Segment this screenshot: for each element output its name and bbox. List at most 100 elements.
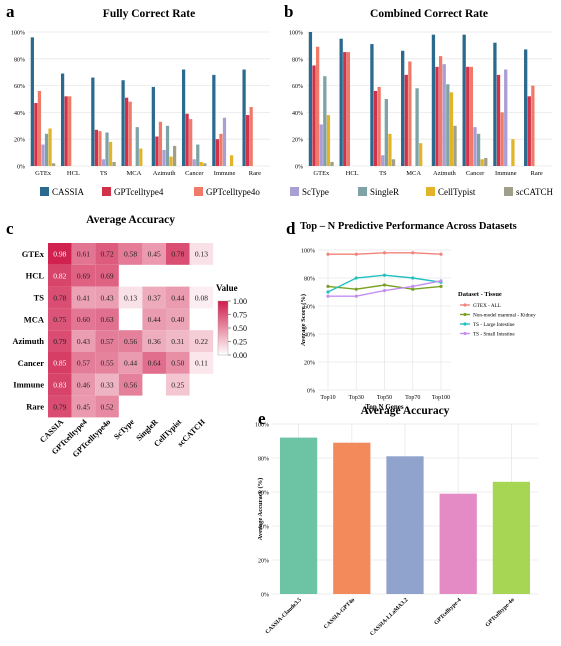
x-tick-label: HCL [67, 170, 80, 177]
bar-celltypist-ts [108, 141, 113, 166]
bar-singler-mca [135, 127, 139, 166]
x-tick-label: GPTcelltype-4o [485, 597, 516, 628]
heat-cell-value: 0.25 [171, 381, 184, 390]
y-tick-label: 100% [289, 31, 303, 37]
bar-gptcelltype4-ts [373, 90, 378, 166]
panel-a-fully-correct-rate: a Fully Correct Rate 0% 20% 40% 60% 80% 100% GTE… [6, 2, 270, 177]
heat-cell [166, 286, 190, 309]
bar-cassia-ts [91, 77, 95, 166]
y-tick-label: 40% [292, 111, 303, 117]
heat-cell-value: 0.43 [77, 337, 90, 346]
bar-cassia-azimuth [151, 86, 155, 166]
bar-gptcelltype4o-azimuth [438, 56, 443, 167]
bar-sctype-cancer [192, 159, 196, 166]
legend-point [463, 322, 467, 326]
bar-sccatch-ts [391, 159, 396, 166]
heat-cell-value: 0.22 [195, 337, 208, 346]
series-point [326, 252, 330, 256]
y-tick-label: 0% [261, 593, 269, 599]
legend-label: ScType [302, 187, 329, 197]
series-point [439, 279, 443, 283]
bar-sctype-gtex [41, 144, 45, 166]
y-tick-label: 0% [307, 389, 315, 395]
heat-cell [71, 330, 96, 352]
x-tick-label: TS [379, 170, 387, 177]
heat-cell-value: 0.40 [171, 315, 184, 324]
bar-sctype-azimuth [162, 149, 166, 166]
heat-cell [142, 243, 166, 265]
heat-cell [71, 243, 96, 265]
color-bar-tick-label: 1.00 [233, 297, 247, 306]
bar-gptcelltype4o-immune [219, 133, 223, 166]
bar-celltypist-immune [511, 139, 515, 166]
heat-cell-value: 0.50 [171, 359, 184, 368]
legend-title: Dataset - Tissue [458, 291, 502, 298]
heat-cell-value: 0.45 [148, 250, 161, 259]
bar-singler-mca [415, 88, 419, 166]
bar-gptcelltype4o-cancer [189, 119, 193, 166]
legend-point [463, 331, 467, 336]
series-point [382, 273, 387, 277]
series-point [354, 252, 358, 256]
bar-singler-gtex [44, 133, 49, 166]
panel-c-heatmap: c Average Accuracy GTEx 0.98 0.61 0.72 0.58 0.4… [6, 214, 247, 459]
bar-gptcelltype4o-rare [249, 107, 253, 166]
heat-cell [166, 308, 190, 331]
x-tick-label: Top50 [377, 395, 392, 401]
bar-cassia-ts [370, 44, 374, 167]
y-tick-label: 0% [17, 165, 25, 171]
heat-cell [71, 373, 96, 396]
bar-cassia-rare [524, 49, 528, 166]
heat-cell-value: 0.45 [77, 402, 90, 411]
heat-cell [48, 243, 72, 265]
row-label: Cancer [18, 358, 45, 368]
series-point [326, 294, 330, 298]
heat-cell [189, 243, 214, 265]
heat-cell [95, 286, 119, 309]
legend-title: Value [216, 283, 238, 293]
heat-cell-value: 0.55 [100, 359, 113, 368]
heat-cell [166, 243, 190, 265]
bar-singler-ts [105, 132, 109, 166]
bar-gptcelltype4-hcl [64, 96, 68, 166]
x-tick-label: Azimuth [433, 170, 456, 177]
bar-sctype-ts [381, 155, 385, 166]
heat-cell [95, 352, 119, 374]
heat-cell-value: 0.82 [53, 272, 66, 281]
heat-cell-value: 0.72 [100, 250, 113, 259]
legend-swatch-cassia [40, 187, 49, 196]
bar-gptcelltype4-cancer [185, 113, 189, 166]
series-point [439, 252, 443, 256]
heat-cell-value: 0.43 [100, 293, 113, 302]
bar-cassia-mca [121, 80, 125, 166]
panel-d-line-chart: d Top – N Predictive Performance Across D… [286, 219, 536, 411]
bar-gptcelltype4-azimuth [155, 136, 159, 166]
legend-swatch-sctype [290, 187, 299, 196]
heat-cell [48, 308, 72, 331]
heat-cell [142, 330, 166, 352]
heat-cell-value: 0.13 [124, 293, 137, 302]
panel-e-bar-chart: e Average Accuracy 0% 20% 40% 60% 80% 100% Avera… [255, 405, 538, 637]
y-tick-label: 20% [14, 138, 25, 144]
legend-swatch-sccatch [504, 187, 513, 196]
heat-cell-value: 0.85 [53, 359, 66, 368]
bar-gptcelltype4o-azimuth [158, 121, 163, 166]
x-tick-label: Top10 [320, 395, 335, 401]
series-point [354, 287, 358, 291]
heat-cell [71, 286, 96, 309]
row-label: HCL [26, 271, 45, 281]
legend-label: GPTcelltype4o [206, 187, 260, 197]
bar-celltypist-immune [229, 155, 234, 166]
x-tick-label: Top100 [432, 395, 450, 401]
bar-gptcelltype4o-mca [128, 101, 132, 166]
bar-gptcelltype4-immune [215, 139, 220, 166]
bar-celltypist-mca [419, 143, 423, 166]
bar-gptcelltype4-gtex [34, 103, 38, 166]
series-point [411, 251, 415, 255]
heat-cell-value: 0.33 [100, 381, 113, 390]
row-label: TS [34, 293, 45, 303]
legend-point [463, 303, 467, 307]
x-tick-label: CASSIA-Claude3.5 [265, 597, 303, 635]
bar-sccatch-gtex [330, 161, 334, 166]
x-tick-label: Top30 [349, 395, 364, 401]
